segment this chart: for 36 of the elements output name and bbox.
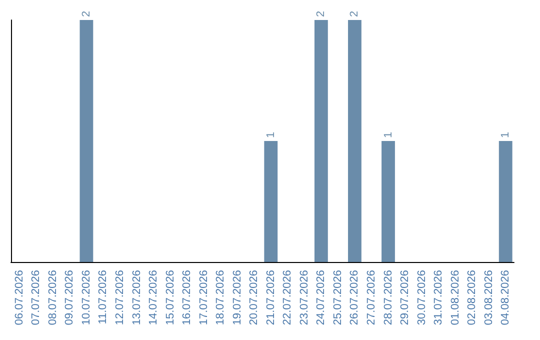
x-tick-label: 03.08.2026 (482, 270, 495, 326)
x-tick-label: 02.08.2026 (466, 270, 478, 326)
x-tick-label: 21.07.2026 (264, 270, 277, 326)
x-tick-label: 22.07.2026 (282, 270, 294, 326)
x-tick-label: 24.07.2026 (315, 270, 328, 326)
x-tick-label: 26.07.2026 (348, 270, 361, 326)
x-tick-label: 29.07.2026 (399, 270, 412, 326)
x-tick-label: 07.07.2026 (30, 270, 42, 326)
x-tick-label: 18.07.2026 (214, 270, 227, 326)
x-tick-label: 16.07.2026 (181, 270, 194, 326)
data-label: 2 (315, 10, 328, 17)
x-tick-label: 14.07.2026 (148, 270, 160, 326)
x-tick-label: 12.07.2026 (114, 270, 126, 326)
x-tick-label: 13.07.2026 (130, 270, 143, 326)
x-tick-label: 27.07.2026 (365, 270, 378, 326)
x-tick-label: 30.07.2026 (416, 270, 428, 326)
data-label: 2 (348, 10, 361, 17)
x-tick-label: 19.07.2026 (231, 270, 244, 326)
x-tick-label: 09.07.2026 (64, 270, 76, 326)
x-tick-label: 28.07.2026 (382, 270, 394, 326)
x-tick-label: 04.08.2026 (500, 270, 512, 326)
data-label: 1 (264, 132, 277, 138)
x-tick-label: 01.08.2026 (449, 270, 462, 326)
x-tick-label: 31.07.2026 (432, 270, 445, 326)
data-label: 1 (382, 132, 394, 138)
data-label: 1 (500, 132, 512, 138)
x-tick-label: 17.07.2026 (198, 270, 210, 326)
x-tick-label: 06.07.2026 (13, 270, 26, 326)
x-tick-label: 15.07.2026 (164, 270, 176, 326)
x-tick-label: 10.07.2026 (80, 270, 92, 326)
x-tick-label: 23.07.2026 (298, 270, 310, 326)
x-tick-label: 25.07.2026 (332, 270, 344, 326)
x-tick-label: 08.07.2026 (46, 270, 59, 326)
data-label: 2 (80, 10, 92, 17)
x-tick-label: 11.07.2026 (97, 270, 110, 324)
x-tick-label: 20.07.2026 (248, 270, 260, 326)
